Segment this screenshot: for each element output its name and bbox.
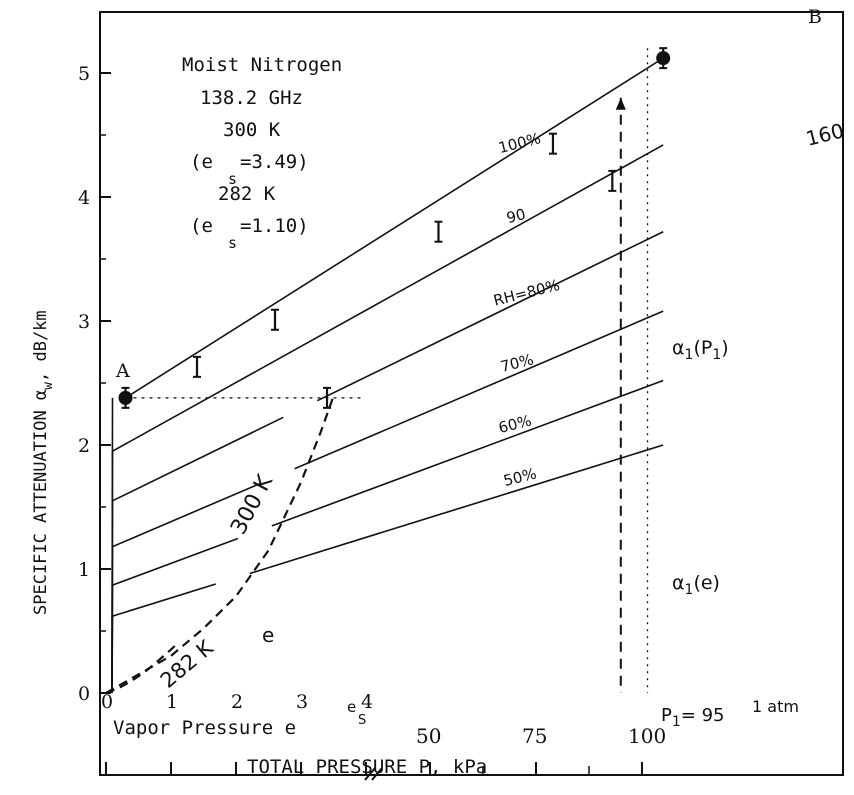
y-tick-label: 4 — [78, 187, 90, 209]
y-tick-label: 3 — [78, 311, 90, 333]
rh-series-label: 60% — [497, 412, 534, 438]
y-axis-label-sub: w — [41, 382, 56, 390]
rh-line — [112, 144, 664, 452]
rh-line-low — [112, 416, 284, 502]
rh-line-high — [316, 231, 664, 402]
total-tick-label: 50 — [416, 724, 441, 748]
total-tick-label: 100 — [628, 724, 666, 748]
rh-line-low — [112, 583, 216, 617]
x-axis-label-total: TOTAL PRESSURE P, kPa — [247, 756, 487, 778]
atm-label: 1 atm — [752, 697, 799, 716]
title-line-3: 300 K — [223, 119, 281, 141]
vapor-tick-label: 3 — [296, 691, 308, 713]
y-axis-label-main: SPECIFIC ATTENUATION α — [31, 390, 51, 615]
y-tick-label: 1 — [78, 559, 90, 581]
point-a-label: A — [115, 360, 130, 382]
title-line-2: 138.2 GHz — [200, 87, 303, 109]
rh-series-label: RH=80% — [492, 276, 562, 310]
label-300k: 300 K — [226, 471, 278, 539]
svg-text:SPECIFIC ATTENUATION αw, dB/km: SPECIFIC ATTENUATION αw, dB/km — [31, 310, 56, 615]
vapor-tick-label: 0 — [101, 691, 113, 713]
title-line-5: 282 K — [218, 183, 276, 205]
alpha-e-label: α1(e) — [672, 572, 720, 598]
y-tick-label: 5 — [78, 63, 90, 85]
rh-rise-segment — [111, 616, 114, 694]
p1-label: P1= 95 — [661, 705, 725, 730]
total-axis-ticks: 50 75 100 — [416, 724, 666, 775]
alpha-p1-label: α1(P1) — [672, 337, 729, 363]
rh-line-low — [112, 482, 261, 548]
rh-series-label: 100% — [497, 129, 543, 157]
vapor-tick-label: 1 — [166, 691, 178, 713]
rh-line-high — [294, 310, 664, 470]
rh-series-label: 70% — [499, 350, 536, 376]
x-axis-label-vapor: Vapor Pressure e — [113, 717, 296, 739]
rh-line — [125, 57, 664, 399]
rh-line-high — [271, 379, 664, 527]
title-line-6b: =1.10) — [240, 215, 309, 237]
axis-break — [364, 767, 383, 781]
y-axis-label-unit: , dB/km — [31, 310, 51, 382]
vapor-axis-ticks: 0 1 2 3 4 — [101, 691, 373, 775]
es-label: e — [347, 698, 356, 716]
rh-series-label: 90 — [505, 205, 528, 227]
vapor-tick-label: 4 — [361, 691, 373, 713]
title-line-1: Moist Nitrogen — [182, 54, 342, 76]
guide-lines — [615, 48, 649, 693]
curve-282k — [105, 642, 179, 695]
y-axis-ticks: 0 1 2 3 4 5 — [78, 63, 111, 705]
y-tick-label: 2 — [78, 435, 90, 457]
total-tick-label: 75 — [522, 724, 547, 748]
p1-arrow-up — [615, 97, 626, 110]
title-line-6a: (e — [190, 215, 213, 237]
point-b-label: B — [808, 6, 822, 28]
e-curve-label: e — [262, 623, 274, 647]
label-160: 160 — [803, 118, 846, 151]
title-line-6-sub: s — [228, 234, 237, 252]
point-b-dot — [656, 51, 671, 66]
y-tick-label: 0 — [78, 683, 90, 705]
title-line-4b: =3.49) — [240, 151, 309, 173]
title-line-4a: (e — [190, 151, 213, 173]
measured-points — [118, 47, 671, 409]
saturation-curves — [105, 397, 363, 695]
es-subscript: S — [358, 713, 366, 728]
title-line-4-sub: s — [228, 170, 237, 188]
rh-line-high — [249, 444, 664, 575]
rh-line-low — [112, 537, 239, 586]
y-axis-label: SPECIFIC ATTENUATION αw, dB/km — [31, 310, 56, 615]
point-a-dot — [118, 390, 133, 405]
vapor-tick-label: 2 — [231, 691, 243, 713]
plot-frame — [99, 11, 844, 776]
